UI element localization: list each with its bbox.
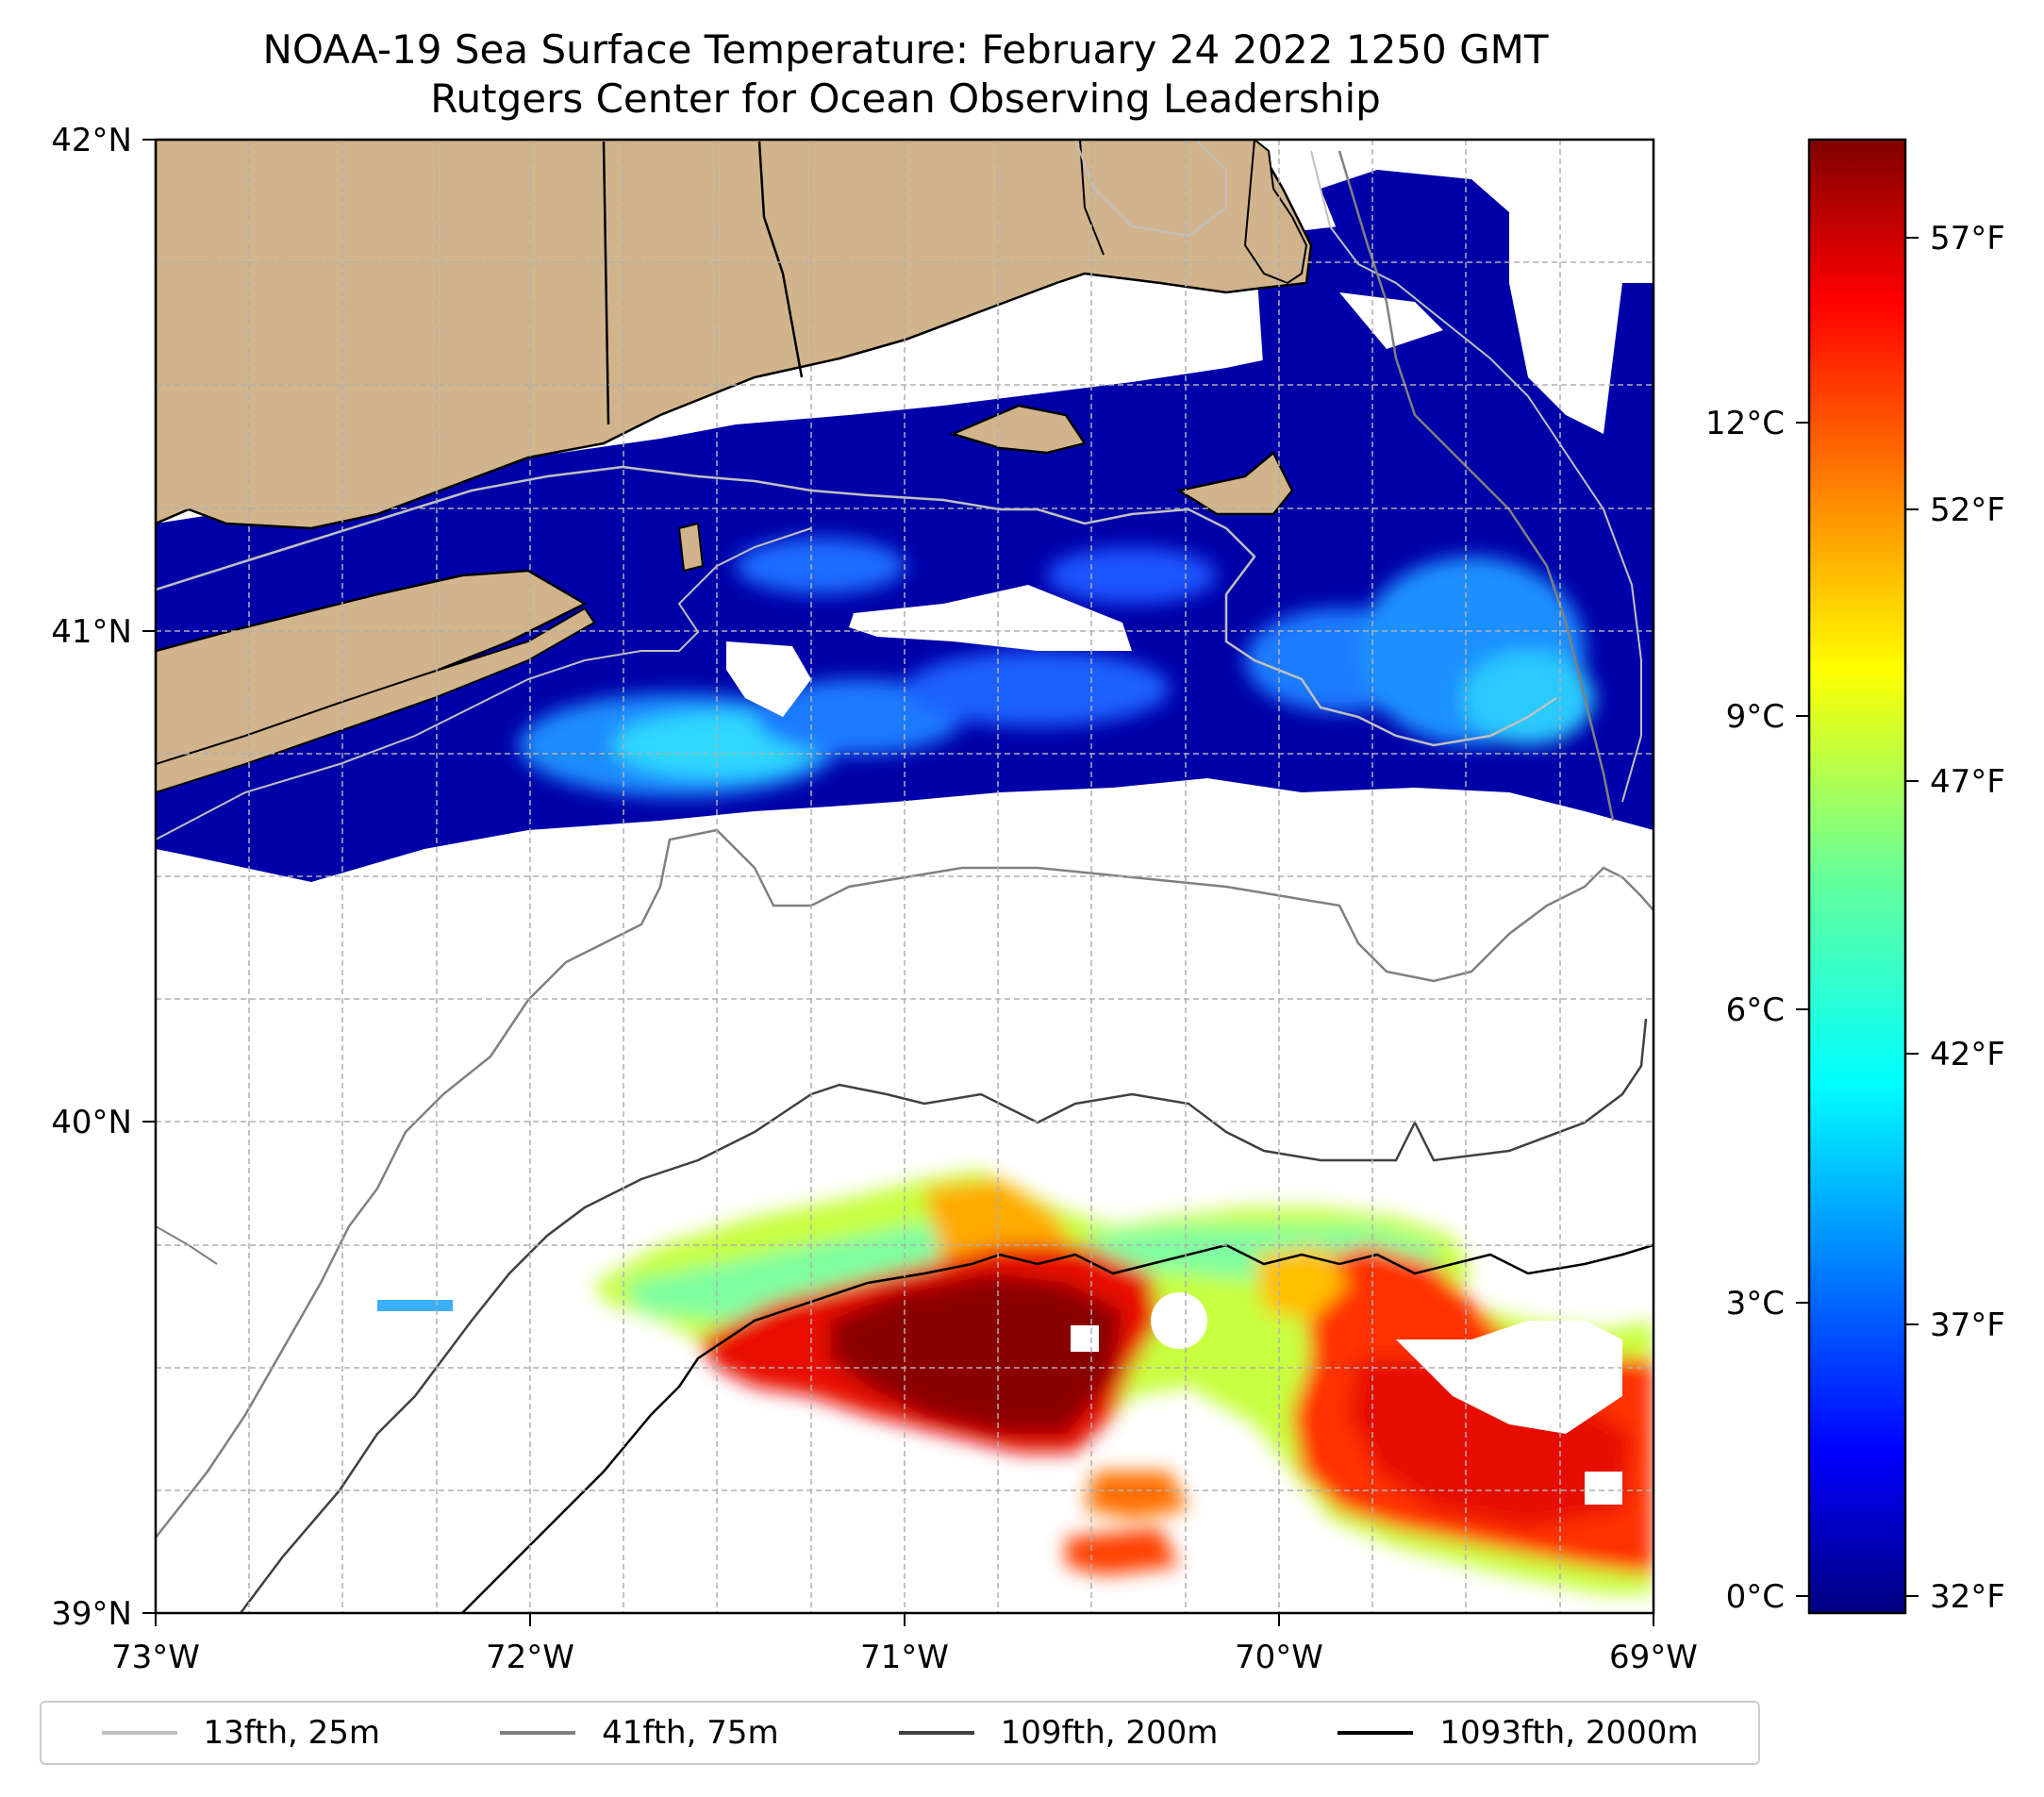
legend-item-75m: 41fth, 75m bbox=[500, 1714, 779, 1752]
colorbar-label-0c: 0°C bbox=[1726, 1578, 1785, 1616]
map-ticks bbox=[142, 139, 1654, 1626]
sst-warm-region bbox=[377, 1170, 1653, 1594]
legend-line-2000m bbox=[1338, 1731, 1414, 1735]
legend-label-2000m: 1093fth, 2000m bbox=[1439, 1714, 1699, 1752]
lon-label-69w: 69°W bbox=[1609, 1639, 1698, 1676]
contour-75m bbox=[1338, 150, 1615, 822]
lon-label-71w: 71°W bbox=[860, 1639, 949, 1676]
colorbar-label-3c: 3°C bbox=[1726, 1285, 1785, 1323]
colorbar-label-32f: 32°F bbox=[1930, 1578, 2005, 1616]
map-subtitle: Rutgers Center for Ocean Observing Leade… bbox=[430, 75, 1381, 122]
colorbar-label-6c: 6°C bbox=[1726, 991, 1785, 1029]
legend-item-200m: 109fth, 200m bbox=[898, 1714, 1219, 1752]
legend-line-25m bbox=[101, 1731, 177, 1735]
colorbar-label-57f: 57°F bbox=[1930, 220, 2005, 258]
legend-label-200m: 109fth, 200m bbox=[1000, 1714, 1219, 1752]
land-masses bbox=[156, 140, 1313, 794]
legend-line-75m bbox=[500, 1731, 576, 1735]
colorbar-fahrenheit-ticks bbox=[1905, 237, 1919, 1597]
colorbar-celsius-ticks bbox=[1796, 422, 1809, 1597]
legend-line-200m bbox=[898, 1731, 974, 1735]
lon-label-70w: 70°W bbox=[1235, 1639, 1323, 1676]
legend-label-75m: 41fth, 75m bbox=[602, 1714, 779, 1752]
lon-label-73w: 73°W bbox=[111, 1639, 200, 1676]
colorbar-label-52f: 52°F bbox=[1930, 491, 2005, 529]
colorbar-label-12c: 12°C bbox=[1705, 405, 1785, 442]
contour-25m bbox=[156, 465, 1557, 747]
map-title: NOAA-19 Sea Surface Temperature: Februar… bbox=[262, 26, 1549, 73]
legend-item-25m: 13fth, 25m bbox=[101, 1714, 381, 1752]
lat-label-42n: 42°N bbox=[51, 122, 132, 159]
colorbar-label-37f: 37°F bbox=[1930, 1306, 2005, 1344]
lat-label-39n: 39°N bbox=[51, 1595, 132, 1633]
sst-cold-band bbox=[156, 170, 1653, 882]
lon-label-72w: 72°W bbox=[486, 1639, 574, 1676]
contour-2000m bbox=[460, 1243, 1653, 1613]
colorbar-label-47f: 47°F bbox=[1930, 763, 2005, 801]
lat-label-40n: 40°N bbox=[51, 1104, 132, 1141]
depth-legend: 13fth, 25m 41fth, 75m 109fth, 200m 1093f… bbox=[40, 1701, 1760, 1765]
lat-label-41n: 41°N bbox=[51, 613, 132, 651]
graticule bbox=[156, 140, 1653, 1613]
map-panel: 73°W 72°W 71°W 70°W 69°W 42°N 41°N 40°N … bbox=[51, 122, 1698, 1676]
contour-200m bbox=[239, 1018, 1648, 1613]
legend-label-25m: 13fth, 25m bbox=[203, 1714, 381, 1752]
colorbar-label-9c: 9°C bbox=[1726, 698, 1785, 736]
colorbar: 12°C 9°C 6°C 3°C 0°C 57°F 52°F 47°F 42°F… bbox=[1705, 138, 2005, 1616]
bathymetry-contours bbox=[156, 140, 1653, 1613]
colorbar-label-42f: 42°F bbox=[1930, 1036, 2005, 1073]
colorbar-gradient bbox=[1807, 138, 1907, 1615]
legend-item-2000m: 1093fth, 2000m bbox=[1338, 1714, 1698, 1752]
